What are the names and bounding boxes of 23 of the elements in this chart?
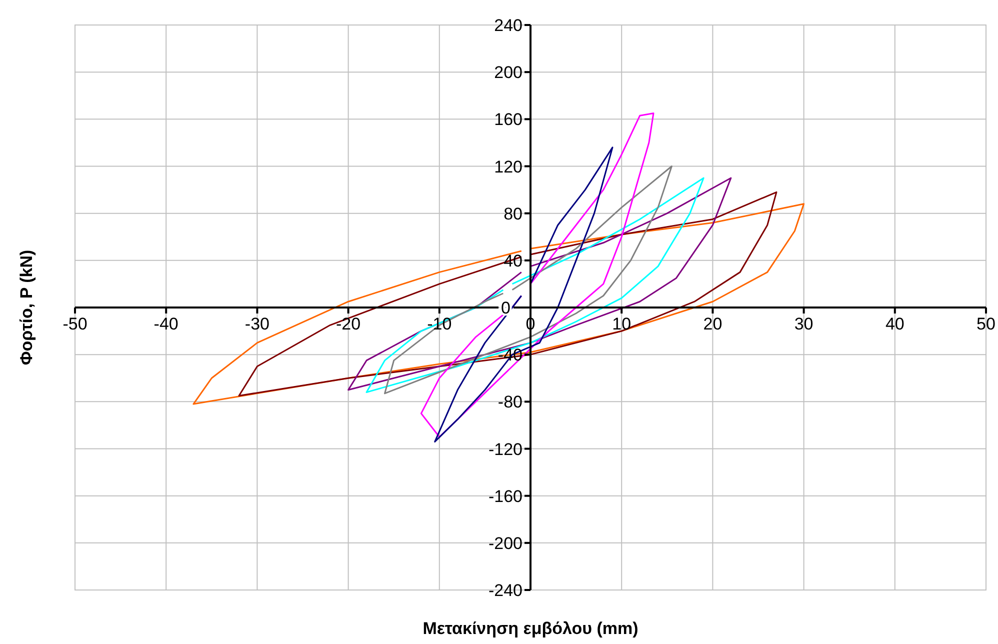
y-tick-label: 200	[494, 63, 522, 82]
x-tick-label: 50	[976, 314, 996, 334]
x-tick-label: -50	[62, 314, 88, 334]
y-tick-label: -120	[488, 440, 522, 459]
line-series	[420, 112, 654, 438]
x-tick-label: -30	[244, 314, 270, 334]
x-tick-label: 30	[794, 314, 814, 334]
y-tick-label: 240	[494, 16, 522, 35]
x-tick-label: 40	[885, 314, 904, 334]
x-tick-label: -40	[154, 314, 178, 334]
y-tick-label: 80	[504, 204, 522, 224]
x-tick-label: 20	[703, 314, 722, 334]
y-tick-label: 160	[494, 110, 522, 130]
y-axis-title: Φορτίο, P (kN)	[17, 250, 36, 366]
x-tick-label: 10	[612, 314, 632, 334]
y-tick-label: -160	[488, 486, 522, 506]
x-tick-label: -20	[336, 314, 361, 334]
y-tick-label: -240	[488, 581, 522, 600]
y-tick-label: -80	[498, 392, 522, 412]
y-tick-label: 120	[494, 157, 522, 176]
x-axis-title: Μετακίνηση εμβόλου (mm)	[422, 619, 638, 638]
line-series	[238, 191, 778, 397]
y-tick-label: -200	[488, 534, 522, 553]
